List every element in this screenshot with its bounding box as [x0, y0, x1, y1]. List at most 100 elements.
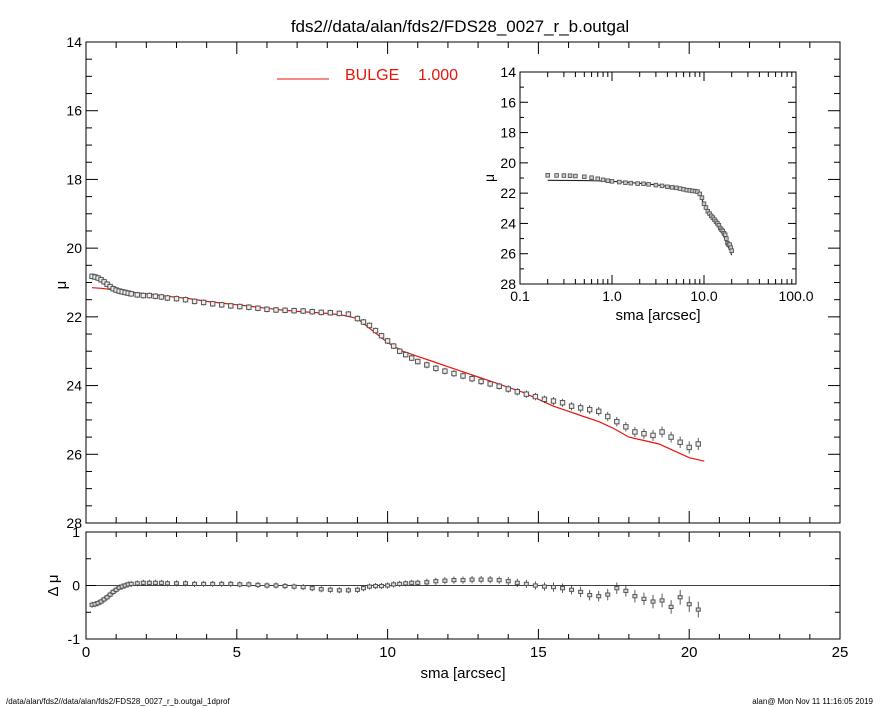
data-point	[695, 441, 701, 447]
data-point	[264, 306, 270, 312]
y-tick-label: 20	[66, 240, 82, 256]
inset-data-point	[697, 191, 703, 197]
x-axis-label: sma [arcsec]	[420, 665, 505, 682]
inset-data-point	[600, 177, 606, 183]
inset-data-point	[729, 248, 734, 253]
x-tick-label: 20	[681, 644, 698, 661]
residual-point	[641, 596, 647, 601]
residual-point	[158, 580, 164, 585]
inset-data-point	[545, 173, 550, 178]
residual-point	[327, 587, 333, 592]
inset-data-point	[699, 195, 705, 200]
residual-point	[336, 588, 342, 593]
data-point	[623, 424, 629, 430]
y-axis-label: Δ μ	[45, 574, 62, 596]
y-tick-label: 20	[500, 155, 516, 171]
data-point	[182, 296, 189, 303]
data-point	[632, 429, 638, 435]
data-point	[300, 308, 306, 314]
data-point	[219, 302, 225, 308]
residual-point	[210, 581, 216, 586]
residual-point	[373, 583, 379, 589]
inset-data-point	[589, 175, 594, 180]
data-point	[173, 295, 180, 302]
y-tick-label: 26	[66, 446, 82, 462]
residual-point	[677, 595, 683, 600]
inset-data-point	[628, 180, 634, 186]
residual-point	[146, 580, 152, 585]
residual-point	[623, 588, 629, 593]
data-point	[152, 293, 159, 299]
data-point	[433, 365, 439, 372]
residual-point	[219, 581, 225, 586]
residual-point	[385, 583, 391, 588]
residual-point	[415, 580, 421, 585]
data-point	[378, 333, 385, 339]
data-point	[158, 294, 165, 300]
inset-data-point	[623, 180, 628, 185]
data-point	[451, 370, 457, 377]
data-point	[140, 292, 147, 299]
data-point	[146, 292, 153, 299]
residual-point	[173, 581, 179, 586]
inset-log-panel: 14 16 18 20 22 24 26 280.1 1.0 10.0 100.0 sma [arcs…	[481, 64, 814, 324]
data-point	[568, 403, 575, 409]
y-axis-label: μ	[53, 281, 70, 290]
data-point	[402, 351, 409, 358]
inset-data-point	[653, 182, 659, 188]
residual-point	[532, 583, 538, 588]
x-tick-label: 5	[233, 644, 241, 661]
data-point	[273, 307, 279, 313]
residual-point	[107, 592, 113, 597]
data-point	[596, 408, 602, 415]
y-tick-label: 14	[66, 34, 82, 50]
data-point	[650, 432, 656, 439]
bulge-model-line	[91, 287, 705, 462]
data-point	[586, 406, 593, 413]
data-point	[686, 444, 692, 451]
inset-data-point	[582, 174, 587, 180]
residual-point	[695, 607, 701, 612]
inset-data-point	[701, 201, 707, 206]
data-point	[366, 322, 373, 329]
residual-point	[110, 589, 116, 595]
inset-data-point	[617, 179, 622, 185]
residual-point	[228, 581, 234, 586]
y-tick-label: 24	[66, 378, 82, 394]
data-point	[460, 373, 466, 379]
residual-point	[391, 582, 397, 587]
residual-point	[237, 582, 243, 587]
data-point	[559, 400, 566, 406]
inset-data-point	[669, 185, 675, 190]
y-tick-label: 28	[66, 515, 82, 531]
data-point	[532, 393, 539, 400]
x-tick-label: 10.0	[690, 288, 717, 304]
residual-point	[152, 580, 158, 585]
data-point	[605, 413, 611, 420]
legend: BULGE 1.000	[277, 67, 458, 84]
y-tick-label: 22	[66, 309, 82, 325]
inset-data-point	[554, 173, 559, 178]
inset-frame	[519, 71, 797, 285]
data-point	[505, 386, 511, 392]
residual-point	[650, 599, 656, 604]
inset-data-point	[595, 176, 600, 182]
footer-timestamp: alan@ Mon Nov 11 11:16:05 2019	[752, 697, 873, 706]
y-tick-label: 14	[500, 64, 516, 80]
data-point	[390, 343, 397, 349]
inset-data-point	[609, 179, 615, 184]
data-point	[246, 304, 252, 310]
residual-point	[541, 584, 547, 589]
x-axis-label: sma [arcsec]	[615, 307, 700, 324]
data-point	[668, 434, 674, 440]
residual-point	[134, 581, 140, 586]
residual-point	[397, 581, 403, 586]
footer-file-path: /data/alan/fds2//data/alan/fds2/FDS28_00…	[6, 697, 230, 706]
data-point	[424, 362, 430, 368]
data-point	[523, 391, 530, 397]
y-tick-label: 0	[72, 578, 80, 594]
x-tick-label: 100.0	[778, 288, 813, 304]
data-point	[128, 291, 134, 297]
